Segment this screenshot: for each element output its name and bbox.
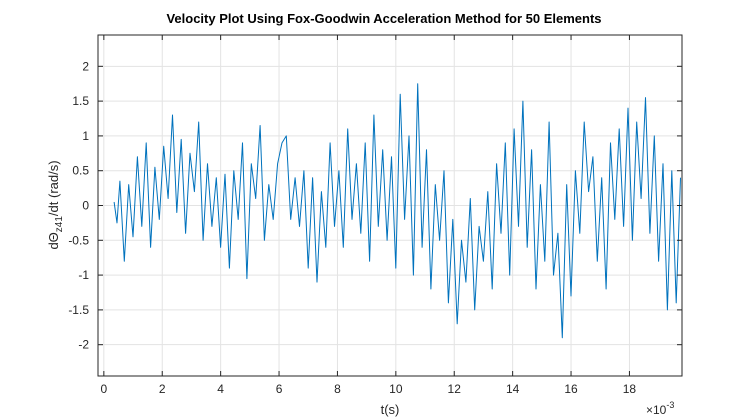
y-axis-label: dΘz41/dt (rad/s) xyxy=(46,160,65,249)
y-tick-label: 0.5 xyxy=(72,164,89,178)
series-layer xyxy=(113,83,681,339)
x-tick-label: 16 xyxy=(564,382,578,396)
x-tick-label: 4 xyxy=(217,382,224,396)
y-axis-label-main: dΘ xyxy=(46,232,61,249)
y-tick-label: 2 xyxy=(82,59,89,73)
x-tick-label: 12 xyxy=(448,382,462,396)
y-axis-label-sub: z41 xyxy=(54,216,65,233)
axes-box xyxy=(97,34,683,377)
y-tick-label: -0.5 xyxy=(68,233,89,247)
x-exponent-base: ×10 xyxy=(646,403,667,417)
x-tick-label: 6 xyxy=(276,382,283,396)
series-line xyxy=(113,83,681,339)
x-exponent-power: -3 xyxy=(666,400,674,410)
y-tick-label: 1.5 xyxy=(72,94,89,108)
x-tick-label: 10 xyxy=(389,382,403,396)
y-tick-label: 1 xyxy=(82,129,89,143)
x-exponent: ×10-3 xyxy=(646,400,674,417)
x-tick-label: 8 xyxy=(334,382,341,396)
y-tick-label: 0 xyxy=(82,199,89,213)
y-tick-labels: 2 1.5 1 0.5 0 -0.5 -1 -1.5 -2 xyxy=(68,59,89,351)
grid-lines xyxy=(98,35,682,376)
y-tick-label: -1.5 xyxy=(68,303,89,317)
y-tick-label: -1 xyxy=(78,268,89,282)
x-tick-labels: 0 2 4 6 8 10 12 14 16 18 xyxy=(100,382,636,396)
y-axis-label-tail: /dt (rad/s) xyxy=(46,160,61,216)
chart-title: Velocity Plot Using Fox-Goodwin Accelera… xyxy=(166,11,601,26)
axes xyxy=(97,34,683,377)
x-tick-label: 14 xyxy=(506,382,520,396)
x-tick-label: 0 xyxy=(100,382,107,396)
x-axis-label: t(s) xyxy=(381,402,400,417)
x-tick-label: 18 xyxy=(623,382,637,396)
x-tick-label: 2 xyxy=(159,382,166,396)
y-tick-label: -2 xyxy=(78,338,89,352)
